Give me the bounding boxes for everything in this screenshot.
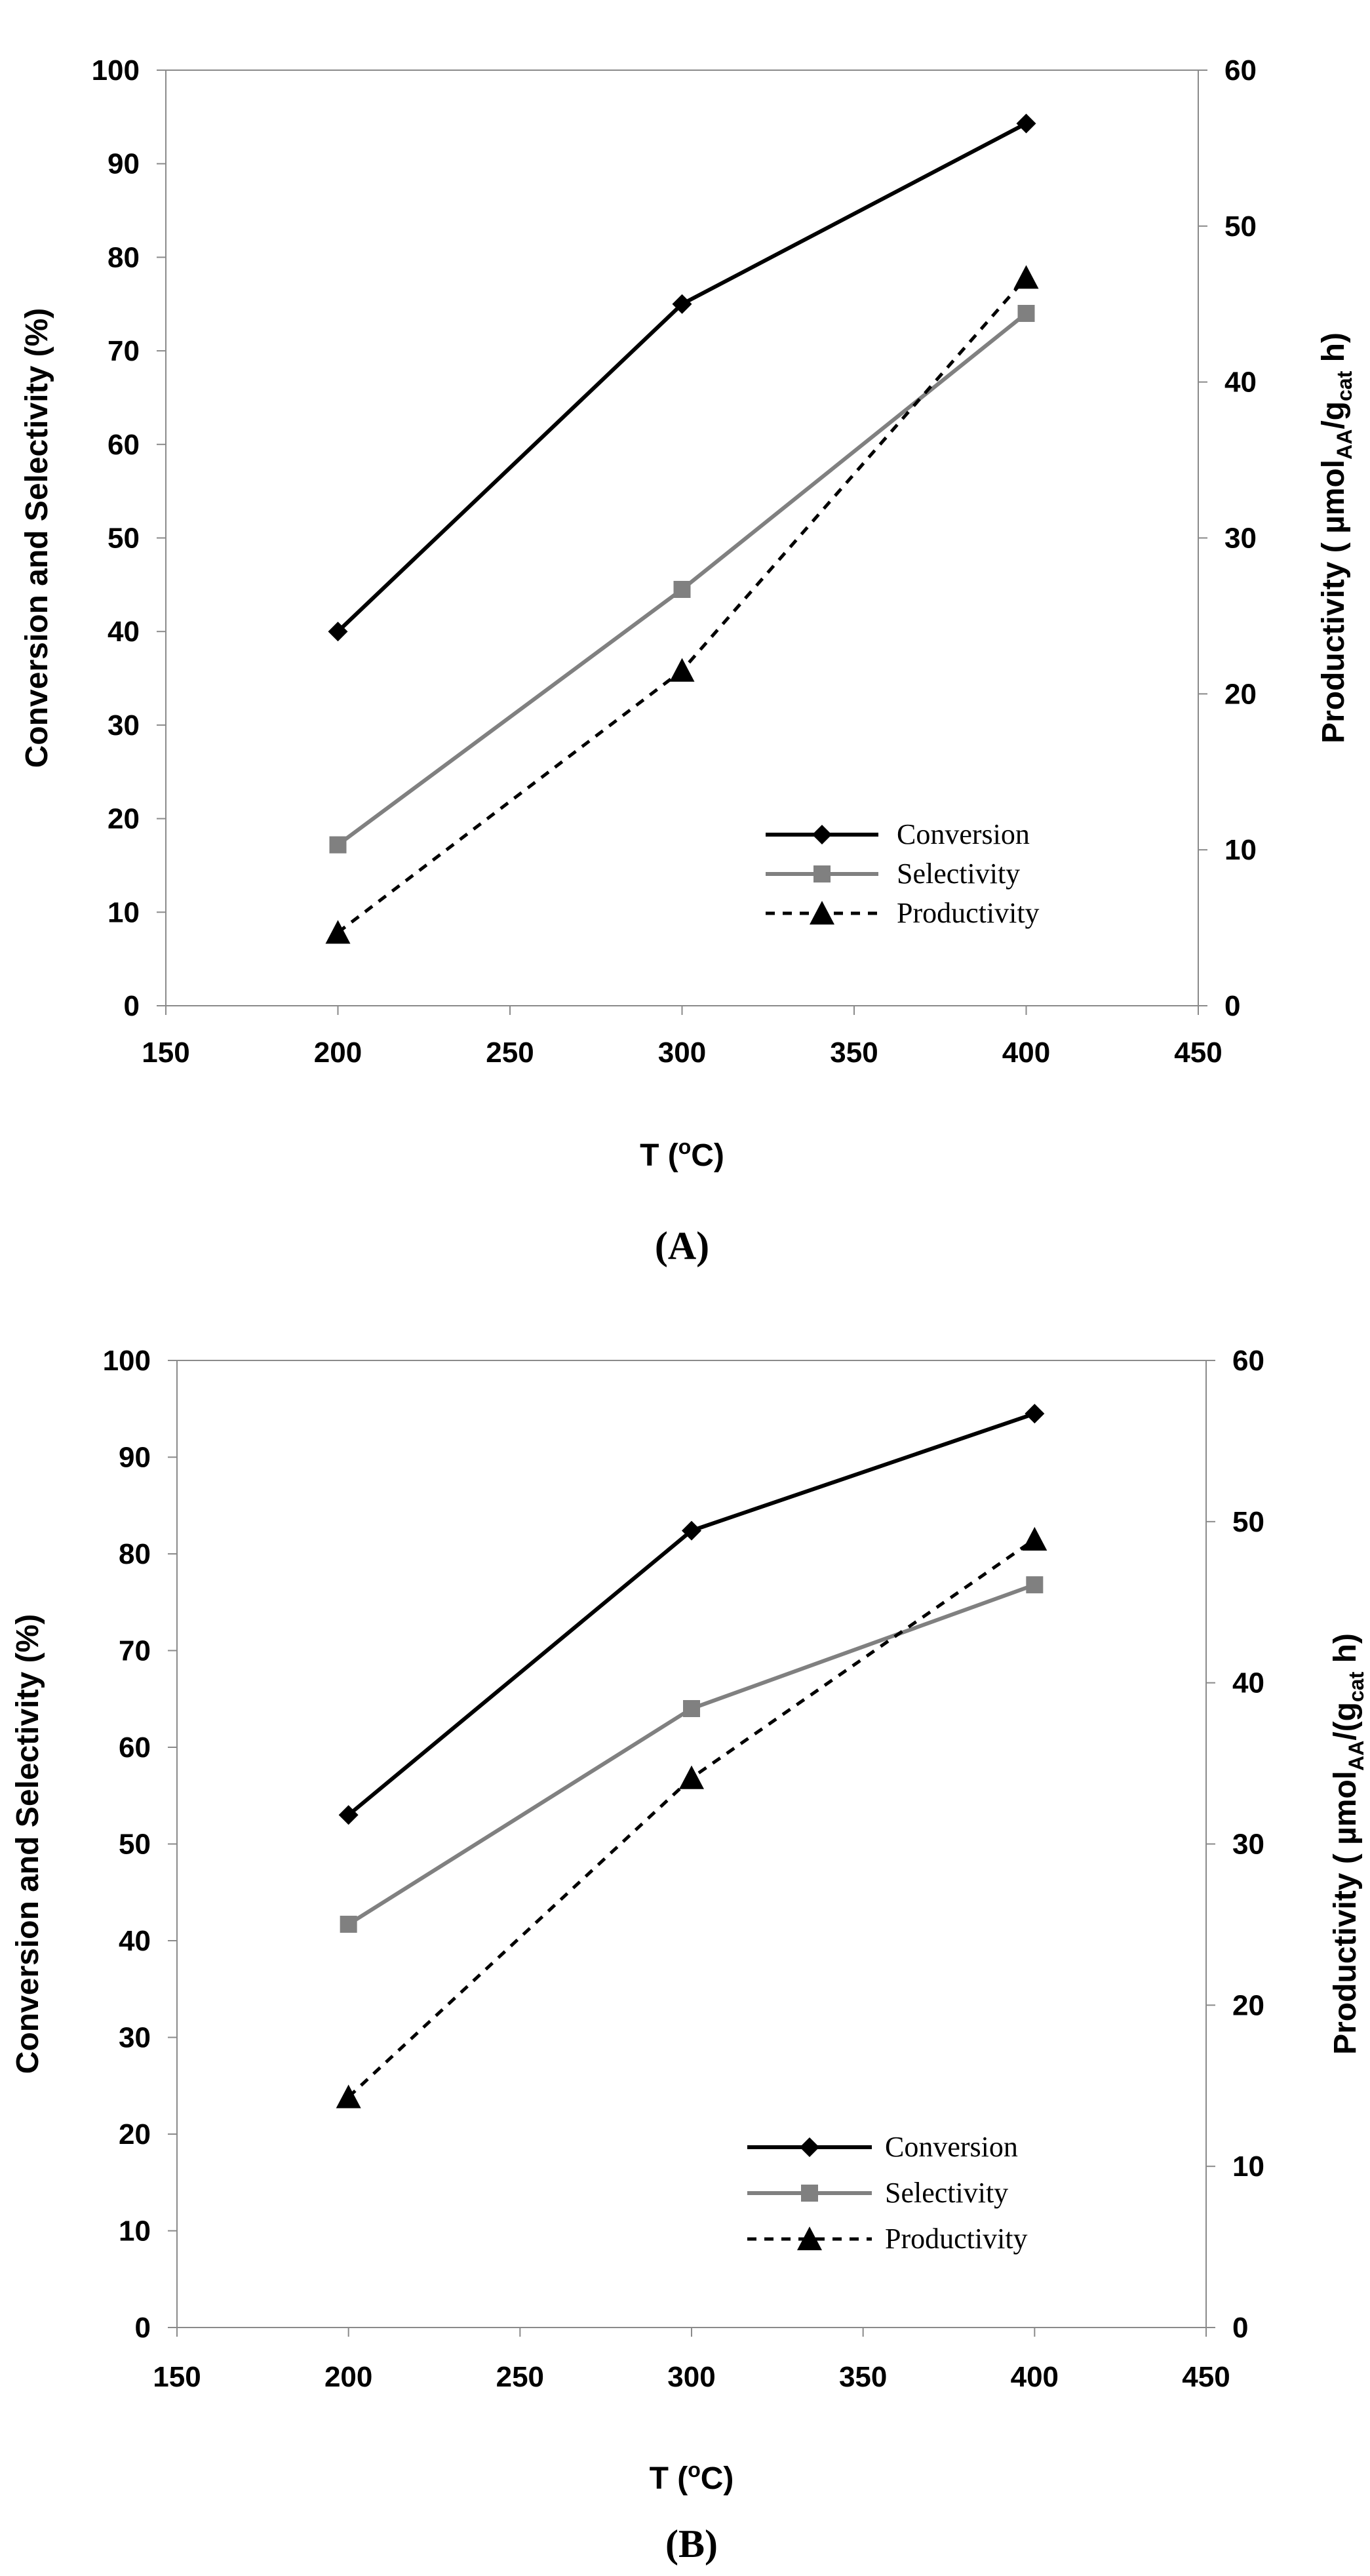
y-tick-label: 0 [124, 990, 140, 1022]
y-tick-label: 0 [135, 2312, 151, 2344]
x-axis-label: T (oC) [650, 2458, 734, 2496]
data-point-selectivity [1017, 305, 1035, 323]
x-tick-label: 150 [142, 1037, 189, 1069]
x-tick-label: 250 [496, 2361, 544, 2393]
y2-tick-label: 60 [1232, 1345, 1264, 1377]
y-axis-label: Conversion and Selectivity (%) [20, 308, 54, 768]
legend-marker-selectivity [813, 865, 831, 882]
y-tick-label: 100 [103, 1345, 151, 1377]
legend-marker-selectivity [801, 2185, 818, 2202]
panel-label: (A) [655, 1224, 709, 1267]
data-point-conversion [682, 1520, 701, 1541]
y2-tick-label: 30 [1232, 1829, 1264, 1861]
y-tick-label: 10 [108, 896, 140, 928]
x-tick-label: 300 [658, 1037, 706, 1069]
x-tick-label: 350 [839, 2361, 887, 2393]
legend: Conversion Selectivity Productivity [747, 2131, 1028, 2255]
panel-label: (B) [665, 2522, 718, 2566]
legend-label-conversion: Conversion [885, 2131, 1018, 2163]
y2-tick-label: 40 [1232, 1667, 1264, 1699]
x-tick-label: 450 [1174, 1037, 1222, 1069]
y2-tick-label: 50 [1224, 210, 1257, 243]
y-axis-label: Conversion and Selectivity (%) [10, 1614, 45, 2074]
legend-label-selectivity: Selectivity [885, 2177, 1008, 2209]
y2-tick-label: 30 [1224, 523, 1257, 555]
x-tick-label: 400 [1002, 1037, 1050, 1069]
x-axis-label: T (oC) [640, 1135, 724, 1173]
y2-tick-label: 50 [1232, 1506, 1264, 1538]
plot-area [165, 69, 1199, 1006]
y-tick-label: 60 [108, 429, 140, 461]
data-point-productivity [1013, 265, 1039, 289]
legend-label-productivity: Productivity [897, 897, 1040, 929]
data-point-productivity [669, 658, 695, 682]
y2-tick-label: 20 [1232, 1989, 1264, 2021]
y2-tick-label: 40 [1224, 367, 1257, 399]
data-point-conversion [338, 1805, 359, 1825]
y-tick-label: 60 [119, 1732, 151, 1764]
data-point-conversion [1025, 1404, 1045, 1424]
data-point-productivity [1022, 1526, 1047, 1551]
x-tick-label: 350 [830, 1037, 878, 1069]
y-tick-label: 50 [108, 523, 140, 555]
y-tick-label: 40 [108, 616, 140, 648]
chart-b: 150 200 250 300 350 400 4500102030405060708090… [10, 1345, 1368, 2566]
y-tick-label: 90 [108, 148, 140, 180]
y-tick-label: 80 [108, 241, 140, 273]
y2-axis-label: Productivity ( µmolAA/gcat h) [1316, 332, 1356, 743]
data-point-selectivity [340, 1915, 357, 1933]
y-tick-label: 70 [119, 1635, 151, 1667]
x-tick-label: 300 [667, 2361, 715, 2393]
x-tick-label: 400 [1011, 2361, 1059, 2393]
legend-label-conversion: Conversion [897, 818, 1030, 850]
y-tick-label: 80 [119, 1538, 151, 1570]
x-tick-label: 200 [314, 1037, 362, 1069]
chart-a: 150 200 250 300 350 400 4500102030405060708090… [20, 54, 1356, 1267]
y-tick-label: 20 [119, 2118, 151, 2150]
legend-marker-conversion [800, 2137, 819, 2157]
x-tick-label: 150 [153, 2361, 201, 2393]
legend: Conversion Selectivity Productivity [766, 818, 1040, 929]
plot-area [176, 1360, 1207, 2328]
legend-marker-productivity [797, 2227, 822, 2251]
y2-axis-label: Productivity ( µmolAA/(gcat h) [1328, 1633, 1368, 2055]
series-line-selectivity [347, 1583, 1036, 1926]
data-point-conversion [672, 294, 692, 314]
legend-marker-productivity [810, 901, 834, 925]
x-tick-label: 250 [486, 1037, 534, 1069]
legend-label-selectivity: Selectivity [897, 858, 1020, 890]
data-point-selectivity [673, 580, 691, 598]
data-point-conversion [1016, 113, 1036, 134]
x-tick-label: 200 [324, 2361, 372, 2393]
y-tick-label: 90 [119, 1442, 151, 1474]
y-tick-label: 30 [119, 2022, 151, 2054]
data-point-productivity [325, 920, 351, 944]
y-tick-label: 100 [92, 54, 140, 87]
y2-tick-label: 60 [1224, 54, 1257, 87]
data-point-selectivity [329, 836, 347, 854]
y2-tick-label: 20 [1224, 678, 1257, 710]
y-tick-label: 70 [108, 335, 140, 367]
y-tick-label: 30 [108, 709, 140, 742]
y-tick-label: 10 [119, 2215, 151, 2248]
y2-tick-label: 0 [1224, 990, 1240, 1022]
series-line-conversion [347, 1412, 1036, 1817]
y2-tick-label: 0 [1232, 2312, 1248, 2344]
y-tick-label: 50 [119, 1829, 151, 1861]
data-point-conversion [328, 622, 348, 642]
series-line-selectivity [336, 311, 1028, 846]
data-point-selectivity [683, 1700, 700, 1717]
y2-tick-label: 10 [1232, 2150, 1264, 2183]
y-tick-label: 20 [108, 803, 140, 835]
legend-marker-conversion [812, 825, 832, 844]
series-line-conversion [336, 121, 1027, 633]
y-tick-label: 40 [119, 1925, 151, 1957]
x-tick-label: 450 [1182, 2361, 1230, 2393]
legend-label-productivity: Productivity [885, 2223, 1028, 2255]
data-point-selectivity [1026, 1576, 1044, 1594]
data-point-productivity [679, 1765, 704, 1789]
data-point-productivity [336, 2084, 361, 2109]
y2-tick-label: 10 [1224, 834, 1257, 866]
